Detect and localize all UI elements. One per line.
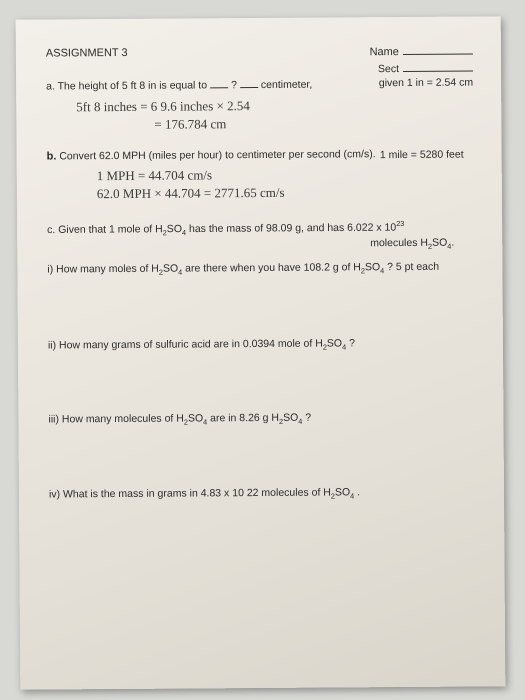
sect-label: Sect [378, 63, 399, 75]
hw-b-line2: 62.0 MPH × 44.704 = 2771.65 cm/s [97, 183, 474, 204]
question-a-row: a. The height of 5 ft 8 in is equal to ?… [46, 77, 473, 93]
qc-line2: molecules H2SO4. [47, 236, 454, 255]
qc-iv: iv) What is the mass in grams in 4.83 x … [49, 484, 476, 503]
name-label: Name [370, 46, 399, 58]
hw-a-line2: = 176.784 cm [154, 114, 473, 134]
qc-iii: iii) How many molecules of H2SO4 are in … [48, 410, 475, 429]
handwritten-b: 1 MPH = 44.704 cm/s 62.0 MPH × 44.704 = … [97, 165, 474, 204]
qb-given: 1 mile = 5280 feet [380, 148, 464, 164]
qc-ii: ii) How many grams of sulfuric acid are … [48, 336, 475, 355]
question-c: c. Given that 1 mole of H2SO4 has the ma… [47, 217, 476, 503]
qa-suffix: centimeter, [261, 79, 312, 91]
qa-given: given 1 in = 2.54 cm [379, 77, 473, 91]
assignment-title: ASSIGNMENT 3 [46, 47, 128, 61]
handwritten-a: 5ft 8 inches = 6 9.6 inches × 2.54 = 176… [76, 96, 473, 135]
question-b: b. Convert 62.0 MPH (miles per hour) to … [47, 146, 474, 166]
qa-blank-val: ? [231, 79, 237, 91]
row-sect: Sect [46, 62, 473, 78]
header-row: ASSIGNMENT 3 Name [46, 45, 473, 61]
name-blank [403, 45, 473, 55]
qa-blank-left [210, 78, 228, 88]
qa-prefix: a. The height of 5 ft 8 in is equal to [46, 79, 207, 92]
name-field: Name [370, 45, 473, 59]
sect-field: Sect [378, 62, 473, 76]
qb-label: b. [47, 151, 57, 163]
qc-i: i) How many moles of H2SO4 are there whe… [47, 260, 474, 279]
worksheet-paper: ASSIGNMENT 3 Name Sect a. The height of … [16, 16, 506, 689]
qc-line1-pre: c. Given that 1 mole of H [47, 223, 163, 236]
qc-line1-post: has the mass of 98.09 g, and has 6.022 x… [186, 221, 396, 234]
qa-blank-right [240, 78, 258, 88]
qb-text: Convert 62.0 MPH (miles per hour) to cen… [59, 149, 375, 163]
sect-blank [403, 62, 473, 72]
